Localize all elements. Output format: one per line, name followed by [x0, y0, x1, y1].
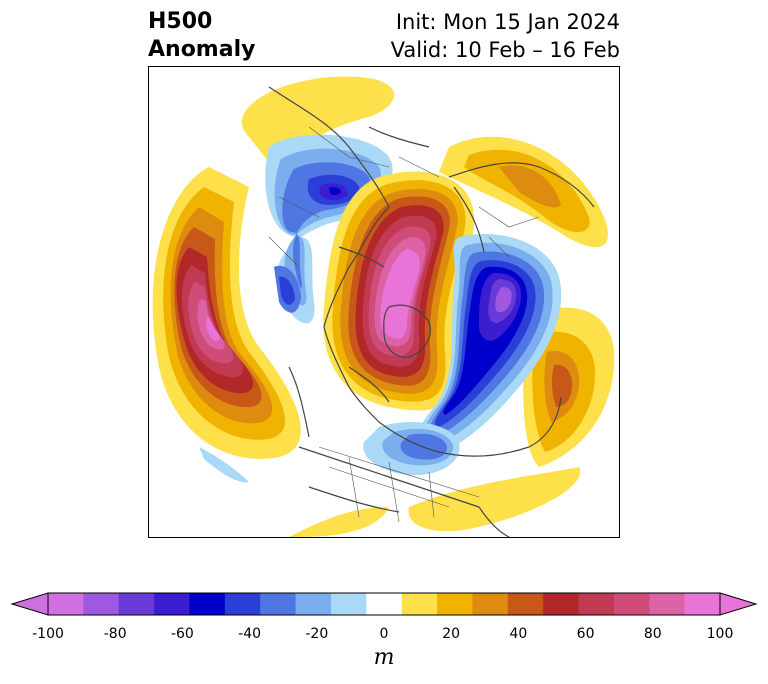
asian-trough — [265, 134, 393, 324]
colorbar-tick-label: -40 — [238, 626, 262, 642]
colorbar-extend-low — [10, 592, 49, 616]
map-panel — [148, 66, 620, 538]
colorbar-swatch — [260, 593, 297, 615]
colorbar-frame — [47, 592, 721, 616]
colorbar-tick-label: 20 — [442, 626, 461, 642]
colorbar-swatch — [224, 593, 261, 615]
colorbar-swatch — [83, 593, 120, 615]
colorbar-swatch — [613, 593, 650, 615]
positive-anomaly-ring — [241, 76, 615, 537]
colorbar-swatch — [189, 593, 226, 615]
pacific-ridge — [152, 167, 301, 459]
colorbar-tick-label: 40 — [509, 626, 528, 642]
colorbar-tick-label: -60 — [170, 626, 194, 642]
colorbar-swatch — [578, 593, 615, 615]
colorbar-tick-label: -20 — [305, 626, 329, 642]
colorbar-swatch — [48, 593, 84, 615]
polar-stereographic-map — [152, 76, 615, 537]
map-subtitle: Init: Mon 15 Jan 2024 Valid: 10 Feb – 16… — [391, 8, 620, 64]
colorbar-swatch — [649, 593, 686, 615]
valid-time-label: Valid: 10 Feb – 16 Feb — [390, 38, 620, 62]
colorbar-swatch — [366, 593, 403, 615]
title-field: Anomaly — [148, 37, 256, 62]
colorbar-swatch — [437, 593, 473, 615]
colorbar-tick-label: 0 — [379, 626, 389, 642]
colorbar-tick-label: 80 — [643, 626, 662, 642]
coastlines — [268, 86, 595, 537]
colorbar-tick-label: 100 — [706, 626, 734, 642]
colorbar-tick-label: -100 — [32, 626, 64, 642]
colorbar-swatch — [684, 593, 721, 615]
colorbar-tick-label: 60 — [576, 626, 595, 642]
colorbar-units-label: m — [373, 645, 395, 670]
title-variable: H500 — [148, 9, 213, 34]
colorbar-swatch — [507, 593, 544, 615]
colorbar-extend-high — [719, 592, 758, 616]
colorbar-swatch — [401, 593, 438, 615]
colorbar-swatch — [330, 593, 367, 615]
colorbar-tick-label: -80 — [103, 626, 127, 642]
colorbar-swatch — [154, 593, 190, 615]
colorbar-swatch — [543, 593, 580, 615]
atlantic-trough — [199, 233, 562, 483]
colorbar — [10, 592, 758, 616]
country-borders — [268, 126, 540, 523]
colorbar-swatch — [118, 593, 155, 615]
init-time-label: Init: Mon 15 Jan 2024 — [395, 10, 620, 34]
colorbar-swatch — [295, 593, 332, 615]
arctic-ridge — [323, 171, 475, 411]
colorbar-swatch — [472, 593, 509, 615]
map-title: H500 Anomaly — [148, 8, 255, 64]
